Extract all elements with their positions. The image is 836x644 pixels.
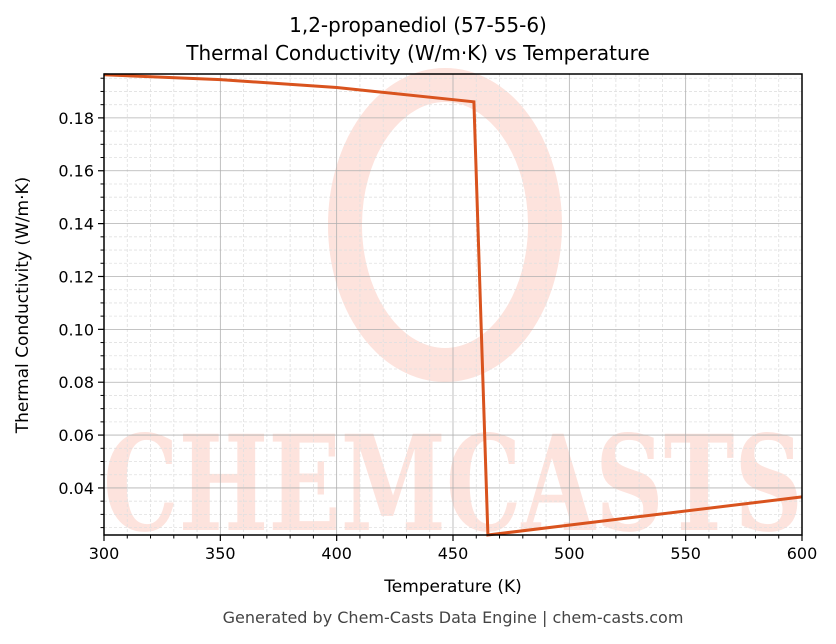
x-tick-label: 450	[438, 544, 469, 563]
y-tick-label: 0.04	[58, 479, 94, 498]
data-series	[103, 73, 803, 537]
y-tick-label: 0.18	[58, 109, 94, 128]
footer-credit: Generated by Chem-Casts Data Engine | ch…	[222, 608, 684, 627]
y-tick-label: 0.06	[58, 426, 94, 445]
chart-title: 1,2-propanediol (57-55-6)	[289, 13, 547, 37]
x-axis-label: Temperature (K)	[384, 577, 522, 597]
x-tick-label: 500	[554, 544, 585, 563]
x-tick-label: 300	[89, 544, 120, 563]
x-tick-label: 400	[321, 544, 352, 563]
y-tick-label: 0.10	[58, 320, 94, 339]
y-tick-label: 0.14	[58, 215, 94, 234]
x-tick-label: 350	[205, 544, 236, 563]
x-tick-label: 600	[787, 544, 818, 563]
y-axis-ticks: 0.04 0.06 0.08 0.10 0.12 0.14 0.16 0.18	[58, 77, 104, 529]
x-tick-label: 550	[670, 544, 701, 563]
chart-subtitle: Thermal Conductivity (W/m·K) vs Temperat…	[186, 41, 650, 65]
thermal-conductivity-line	[103, 73, 803, 537]
y-tick-label: 0.08	[58, 373, 94, 392]
y-tick-label: 0.12	[58, 267, 94, 286]
y-axis-label: Thermal Conductivity (W/m·K)	[13, 176, 33, 434]
y-tick-label: 0.16	[58, 162, 94, 181]
x-axis-ticks: 300 350 400 450 500 550 600	[89, 535, 818, 563]
